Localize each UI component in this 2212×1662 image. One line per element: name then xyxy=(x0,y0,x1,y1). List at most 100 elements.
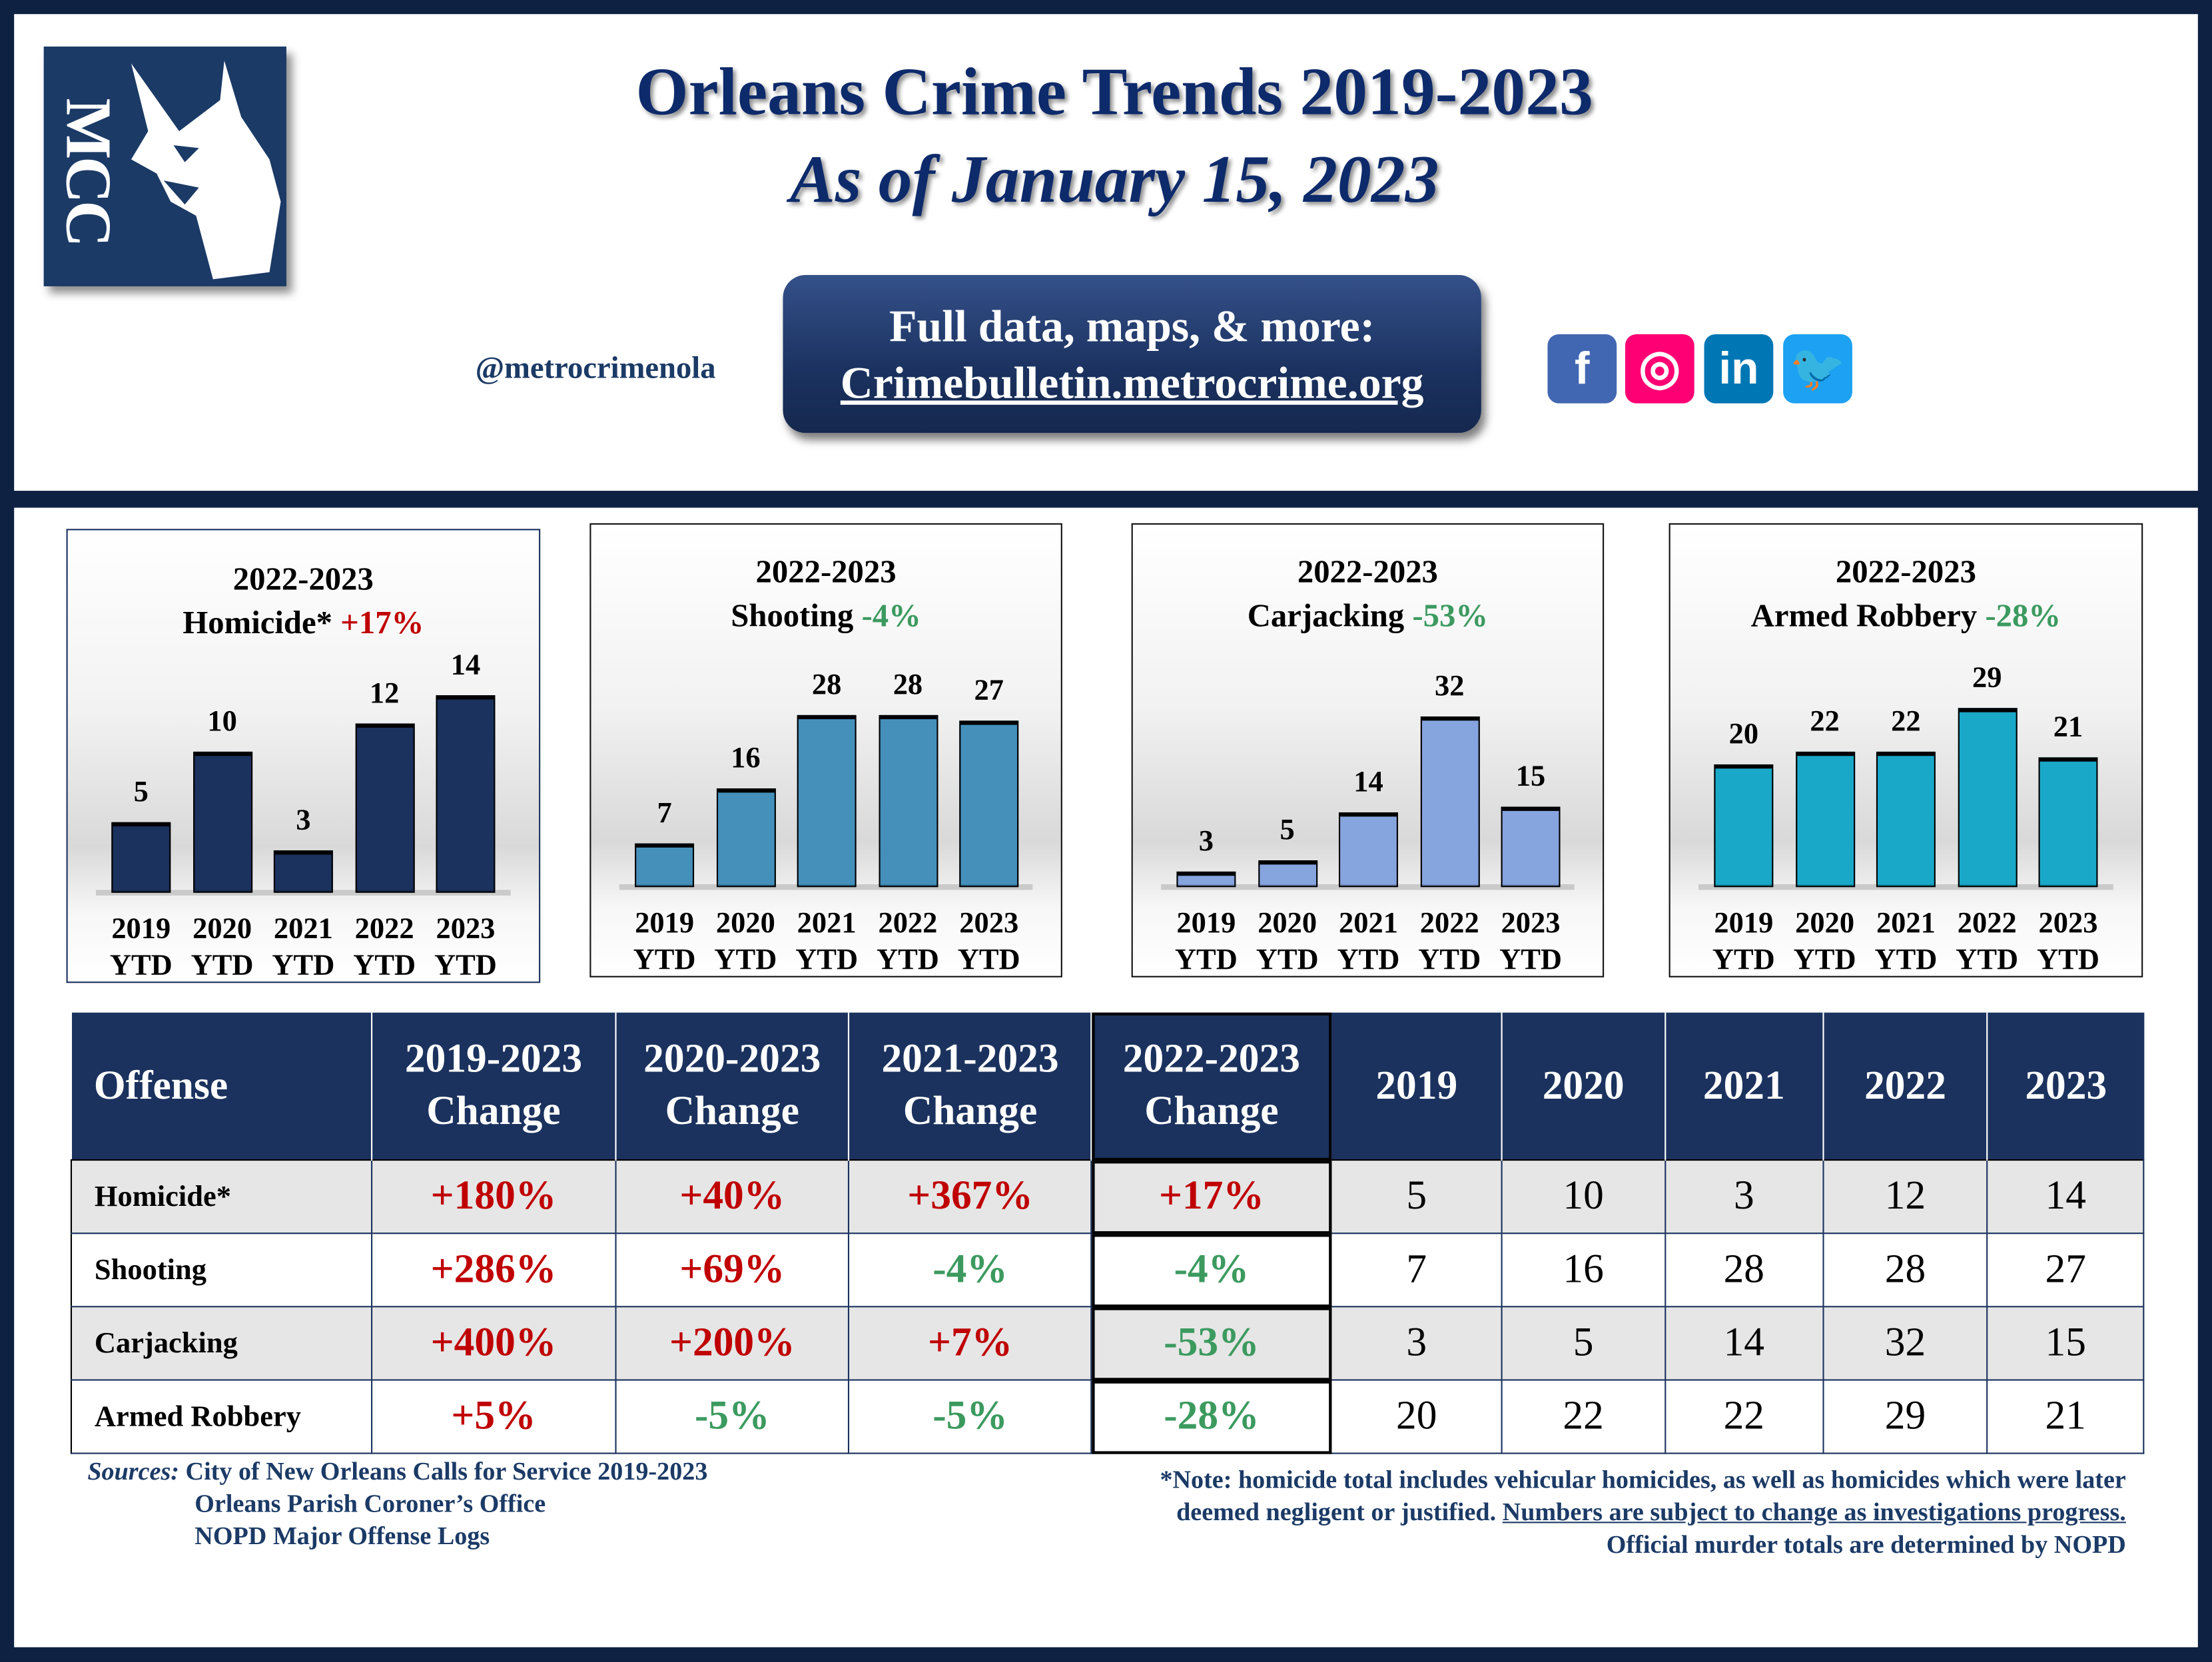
count-cell: 29 xyxy=(1822,1379,1989,1454)
column-header: 2019-2023 Change xyxy=(370,1012,616,1161)
change-cell: +286% xyxy=(370,1233,617,1308)
link-button-url[interactable]: Crimebulletin.metrocrime.org xyxy=(840,356,1424,408)
change-cell: -5% xyxy=(848,1379,1092,1454)
chart-offense: Shooting -4% xyxy=(591,594,1060,638)
full-data-link-button[interactable]: Full data, maps, & more: Crimebulletin.m… xyxy=(783,275,1481,433)
x-tick-year: 2023 xyxy=(959,905,1019,940)
column-header: 2019 xyxy=(1331,1012,1502,1161)
note-line: deemed negligent or justified. xyxy=(1176,1498,1503,1526)
facebook-icon[interactable]: f xyxy=(1547,334,1617,404)
x-tick-year: 2019 xyxy=(635,905,695,940)
chart-floor xyxy=(619,884,1033,890)
x-tick-suffix: YTD xyxy=(1874,942,1938,976)
x-tick-suffix: YTD xyxy=(2037,942,2099,976)
x-tick-label: 2021 YTD xyxy=(1326,904,1411,977)
column-header: 2022 xyxy=(1822,1012,1988,1161)
x-tick-suffix: YTD xyxy=(1418,942,1481,976)
sources: Sources: City of New Orleans Calls for S… xyxy=(87,1456,707,1553)
chart-title: 2022-2023 Armed Robbery -28% xyxy=(1670,550,2141,637)
data-label: 21 xyxy=(2053,709,2083,744)
chart-carjacking: 2022-2023 Carjacking -53% 3 2019 YTD 5 2020 YTD… xyxy=(1131,523,1605,977)
header-range: 2021-2023 xyxy=(881,1036,1059,1082)
table-header-row: Offense 2019-2023 Change 2020-2023 Change 202… xyxy=(71,1012,2144,1161)
bar xyxy=(1501,806,1561,888)
chart-change: -28% xyxy=(1985,598,2061,633)
count-cell: 16 xyxy=(1501,1233,1666,1308)
count-cell: 22 xyxy=(1501,1379,1666,1454)
chart-armed-robbery: 2022-2023 Armed Robbery -28% 20 2019 YTD 22 20… xyxy=(1668,523,2143,977)
wolf-icon xyxy=(131,61,281,280)
chart-floor xyxy=(1698,884,2113,890)
header-range: 2022-2023 xyxy=(1122,1036,1300,1082)
column-header: 2021-2023 Change xyxy=(848,1012,1092,1161)
change-cell: -5% xyxy=(615,1379,850,1454)
chart-period: 2022-2023 xyxy=(1835,554,1976,590)
bar xyxy=(111,822,171,893)
x-tick-label: 2019 YTD xyxy=(1164,904,1248,977)
x-tick-label: 2022 YTD xyxy=(1407,904,1492,977)
x-tick-label: 2022 YTD xyxy=(865,904,950,977)
chart-offense-name: Shooting xyxy=(731,598,862,633)
count-cell: 22 xyxy=(1664,1379,1824,1454)
x-tick-year: 2019 xyxy=(111,911,171,946)
table-row: Homicide* +180% +40% +367% +17% 5 10 3 12 14 xyxy=(70,1159,2145,1235)
x-tick-year: 2021 xyxy=(273,911,333,946)
change-cell: +17% xyxy=(1090,1159,1333,1235)
bar xyxy=(878,714,938,888)
link-button-label: Full data, maps, & more: xyxy=(889,300,1375,352)
data-label: 22 xyxy=(1810,703,1840,738)
x-tick-suffix: YTD xyxy=(1712,942,1775,976)
x-tick-suffix: YTD xyxy=(1956,942,2019,976)
table-row: Carjacking +400% +200% +7% -53% 3 5 14 32 15 xyxy=(70,1306,2145,1381)
header-change: Change xyxy=(665,1089,799,1134)
data-label: 22 xyxy=(1891,703,1921,738)
data-label: 12 xyxy=(369,675,400,710)
page-title: Orleans Crime Trends 2019-2023 xyxy=(635,55,1593,130)
x-tick-year: 2020 xyxy=(1795,905,1855,940)
x-tick-suffix: YTD xyxy=(272,948,335,982)
bar xyxy=(1957,708,2017,888)
change-cell: -4% xyxy=(1090,1233,1333,1308)
count-cell: 32 xyxy=(1822,1306,1989,1381)
header-range: 2020-2023 xyxy=(643,1036,821,1082)
change-cell: +367% xyxy=(848,1159,1092,1235)
x-tick-year: 2022 xyxy=(1957,905,2017,940)
change-cell: +69% xyxy=(615,1233,850,1308)
data-label: 20 xyxy=(1728,715,1759,750)
x-tick-label: 2022 YTD xyxy=(342,910,427,983)
note-line: *Note: homicide total includes vehicular… xyxy=(1160,1465,2126,1494)
bar xyxy=(192,751,252,893)
chart-title: 2022-2023 Carjacking -53% xyxy=(1133,550,1603,637)
x-tick-label: 2023 YTD xyxy=(1488,904,1573,977)
twitter-icon[interactable]: 🐦 xyxy=(1783,334,1852,404)
bar xyxy=(959,720,1019,888)
change-cell: -53% xyxy=(1090,1306,1333,1381)
data-label: 28 xyxy=(893,666,923,700)
instagram-icon[interactable]: ◎ xyxy=(1625,334,1694,404)
sources-label: Sources: xyxy=(87,1456,180,1486)
x-tick-year: 2020 xyxy=(192,911,252,946)
x-tick-label: 2020 YTD xyxy=(180,910,264,983)
data-label: 10 xyxy=(207,703,237,738)
x-tick-label: 2020 YTD xyxy=(1782,904,1867,977)
data-label: 28 xyxy=(811,666,842,700)
x-tick-label: 2021 YTD xyxy=(785,904,869,977)
bar xyxy=(1795,751,1855,888)
change-cell: +7% xyxy=(848,1306,1092,1381)
x-tick-suffix: YTD xyxy=(876,942,939,976)
x-tick-year: 2022 xyxy=(878,905,938,940)
x-tick-year: 2021 xyxy=(1876,905,1936,940)
bar xyxy=(1258,860,1317,888)
chart-title: 2022-2023 Homicide* +17% xyxy=(68,557,539,645)
bar xyxy=(1338,812,1398,888)
count-cell: 14 xyxy=(1987,1159,2145,1235)
x-tick-year: 2022 xyxy=(1419,905,1479,940)
bar xyxy=(2038,757,2098,888)
column-header: 2021 xyxy=(1664,1012,1823,1161)
chart-shooting: 2022-2023 Shooting -4% 7 2019 YTD 16 2020 YTD 28… xyxy=(589,523,1062,977)
x-tick-label: 2022 YTD xyxy=(1945,904,2029,977)
linkedin-icon[interactable]: in xyxy=(1704,334,1774,404)
x-tick-label: 2020 YTD xyxy=(1245,904,1329,977)
x-tick-year: 2022 xyxy=(354,911,414,946)
column-header: 2020 xyxy=(1501,1012,1665,1161)
